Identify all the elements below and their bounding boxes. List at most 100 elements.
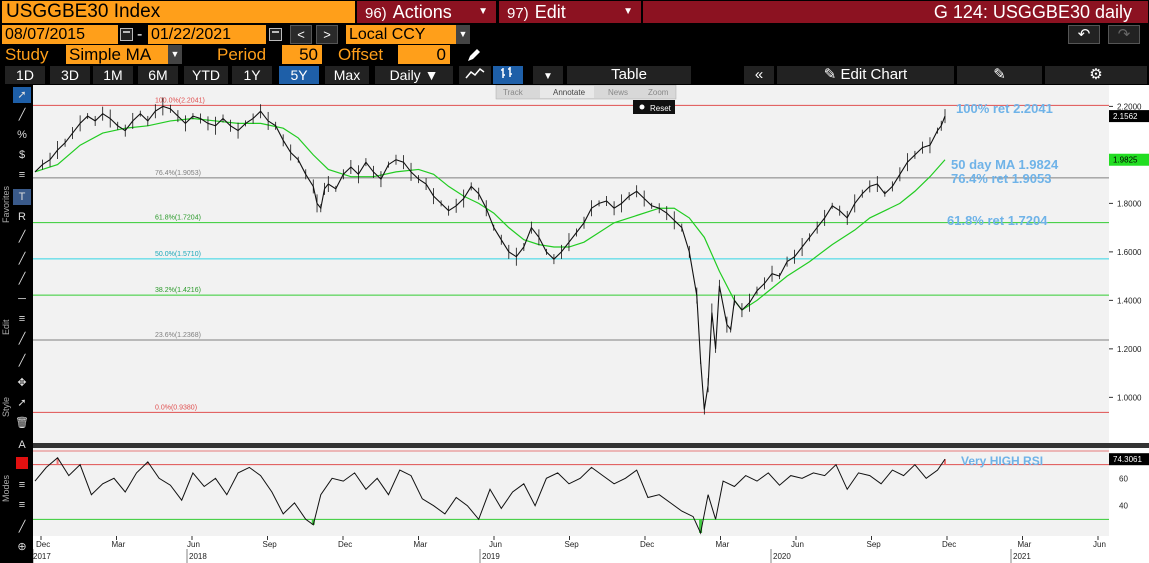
period-button-1m[interactable]: 1M bbox=[93, 66, 133, 84]
pen-tool-icon[interactable]: ╱ bbox=[18, 355, 26, 367]
period-input[interactable]: 50 bbox=[282, 45, 322, 64]
table-button[interactable]: Table bbox=[567, 66, 691, 84]
window-title: G 124: USGGBE30 daily bbox=[643, 1, 1148, 23]
select-icon[interactable]: ➚ bbox=[17, 397, 27, 409]
line-style-icon[interactable]: ≡ bbox=[18, 499, 26, 511]
pencil-icon[interactable] bbox=[466, 47, 482, 63]
x-tick-label: Sep bbox=[263, 540, 278, 549]
horizontal-line-icon[interactable]: ─ bbox=[18, 293, 26, 305]
color-swatch-icon[interactable] bbox=[13, 457, 31, 473]
end-date-input[interactable]: 01/22/2021 bbox=[148, 25, 266, 44]
dollar-tool-icon[interactable]: $ bbox=[18, 149, 26, 161]
x-year-label: 2017 bbox=[33, 552, 51, 561]
reset-button[interactable]: Reset bbox=[650, 104, 672, 113]
rsi-annotation[interactable]: Very HIGH RSI bbox=[961, 454, 1043, 468]
study-value: Simple MA bbox=[69, 45, 152, 64]
offset-input[interactable]: 0 bbox=[398, 45, 450, 64]
ray-tool-icon[interactable]: ╱ bbox=[18, 253, 26, 265]
segment-tool-icon[interactable]: ╱ bbox=[18, 273, 26, 285]
frequency-select[interactable]: Daily ▼ bbox=[375, 66, 453, 84]
chart-area[interactable]: 100.0%(2.2041) 76.4%(1.9053) 61.8%(1.7204)… bbox=[33, 85, 1149, 563]
retracement-tool-icon[interactable]: R bbox=[18, 211, 26, 223]
x-tick-label: Dec bbox=[640, 540, 654, 549]
study-select[interactable]: Simple MA ▼ bbox=[66, 45, 182, 64]
ruler-icon[interactable]: ╱ bbox=[18, 521, 26, 533]
fib-label: 50.0%(1.5710) bbox=[155, 251, 201, 258]
period-button-6m[interactable]: 6M bbox=[138, 66, 178, 84]
chevron-down-icon: ▼ bbox=[168, 45, 182, 64]
chart-annotation[interactable]: 61.8% ret 1.7204 bbox=[947, 213, 1048, 228]
current-price-tag bbox=[1109, 110, 1149, 123]
rsi-panel-bg bbox=[33, 448, 1109, 536]
line-weight-icon[interactable]: ≡ bbox=[18, 479, 26, 491]
edit-number: 97) bbox=[507, 5, 529, 22]
crosshair-icon[interactable]: ⊕ bbox=[17, 541, 27, 553]
previous-arrow-icon[interactable]: < bbox=[290, 25, 312, 44]
period-button-1d[interactable]: 1D bbox=[5, 66, 45, 84]
ticker-field[interactable]: USGGBE30 Index bbox=[2, 1, 355, 23]
annotate-icon[interactable]: ✎ bbox=[957, 66, 1042, 84]
fib-label: 100.0%(2.2041) bbox=[155, 97, 205, 104]
next-arrow-icon[interactable]: > bbox=[316, 25, 338, 44]
period-button-ytd[interactable]: YTD bbox=[184, 66, 228, 84]
rsi-value: 74.3061 bbox=[1113, 455, 1142, 464]
fib-label: 23.6%(1.2368) bbox=[155, 332, 201, 339]
pen-tool-icon[interactable]: ╱ bbox=[18, 333, 26, 345]
chevron-down-icon: ▼ bbox=[456, 25, 470, 44]
line-chart-icon[interactable] bbox=[459, 66, 491, 84]
period-button-5y[interactable]: 5Y bbox=[279, 66, 319, 84]
gear-icon[interactable]: ⚙ bbox=[1045, 66, 1147, 84]
x-tick-label: Dec bbox=[36, 540, 50, 549]
move-icon[interactable]: ✥ bbox=[17, 377, 27, 389]
chart-annotation[interactable]: 50 day MA 1.9824 bbox=[951, 157, 1059, 172]
x-axis-bg bbox=[33, 536, 1149, 563]
date-range-bar: 08/07/2015 - 01/22/2021 < > Local CCY ▼ … bbox=[0, 25, 1149, 45]
percent-tool-icon[interactable]: % bbox=[17, 129, 27, 141]
y-tick-label: 2.2000 bbox=[1117, 102, 1142, 111]
collapse-icon[interactable]: « bbox=[744, 66, 774, 84]
period-button-max[interactable]: Max bbox=[325, 66, 369, 84]
x-tick-label: Mar bbox=[1018, 540, 1032, 549]
track-button[interactable]: Track bbox=[503, 88, 524, 97]
actions-menu-button[interactable]: 96) Actions ▼ bbox=[357, 1, 496, 23]
chevron-down-icon: ▼ bbox=[543, 71, 553, 82]
price-axis-bg bbox=[1109, 85, 1149, 443]
frequency-value: Daily bbox=[389, 67, 421, 83]
channel-tool-icon[interactable]: ≡ bbox=[18, 313, 26, 325]
trend-tool-icon[interactable]: ╱ bbox=[18, 231, 26, 243]
calendar-icon[interactable] bbox=[120, 28, 133, 41]
modes-label: Modes bbox=[1, 474, 11, 502]
font-icon[interactable]: A bbox=[18, 439, 26, 451]
cursor-icon[interactable]: ➚ bbox=[13, 87, 31, 103]
calendar-icon[interactable] bbox=[269, 28, 282, 41]
period-button-3d[interactable]: 3D bbox=[50, 66, 90, 84]
trash-icon[interactable]: 🗑 bbox=[15, 417, 29, 429]
x-tick-label: Jun bbox=[791, 540, 804, 549]
fibonacci-tool-icon[interactable]: ≡ bbox=[18, 169, 26, 181]
chart-annotation[interactable]: 100% ret 2.2041 bbox=[956, 101, 1053, 116]
chart-type-dropdown[interactable]: ▼ bbox=[533, 66, 563, 84]
line-tool-icon[interactable]: ╱ bbox=[18, 109, 26, 121]
bar-chart-icon[interactable] bbox=[493, 66, 523, 84]
x-year-label: 2021 bbox=[1013, 552, 1031, 561]
chart-annotation[interactable]: 76.4% ret 1.9053 bbox=[951, 171, 1051, 186]
edit-label: Edit bbox=[534, 2, 566, 22]
x-year-label: 2019 bbox=[482, 552, 500, 561]
panel-splitter[interactable] bbox=[33, 443, 1149, 448]
news-button[interactable]: News bbox=[608, 88, 628, 97]
annotate-button[interactable]: Annotate bbox=[553, 88, 586, 97]
text-tool-icon[interactable]: T bbox=[13, 189, 31, 205]
start-date-input[interactable]: 08/07/2015 bbox=[2, 25, 118, 44]
x-tick-label: Dec bbox=[942, 540, 956, 549]
zoom-button[interactable]: Zoom bbox=[648, 88, 669, 97]
redo-icon[interactable]: ↷ bbox=[1108, 25, 1140, 44]
edit-chart-button[interactable]: ✎ Edit Chart bbox=[777, 66, 954, 84]
undo-icon[interactable]: ↶ bbox=[1068, 25, 1100, 44]
ma-tag-value: 1.9825 bbox=[1113, 156, 1138, 165]
y-tick-label: 1.8000 bbox=[1117, 199, 1142, 208]
period-button-1y[interactable]: 1Y bbox=[232, 66, 272, 84]
edit-menu-button[interactable]: 97) Edit ▼ bbox=[499, 1, 641, 23]
x-year-label: 2020 bbox=[773, 552, 791, 561]
currency-select[interactable]: Local CCY ▼ bbox=[346, 25, 470, 44]
chart-mode-toolbar: Track Annotate News Zoom Reset bbox=[495, 85, 677, 114]
